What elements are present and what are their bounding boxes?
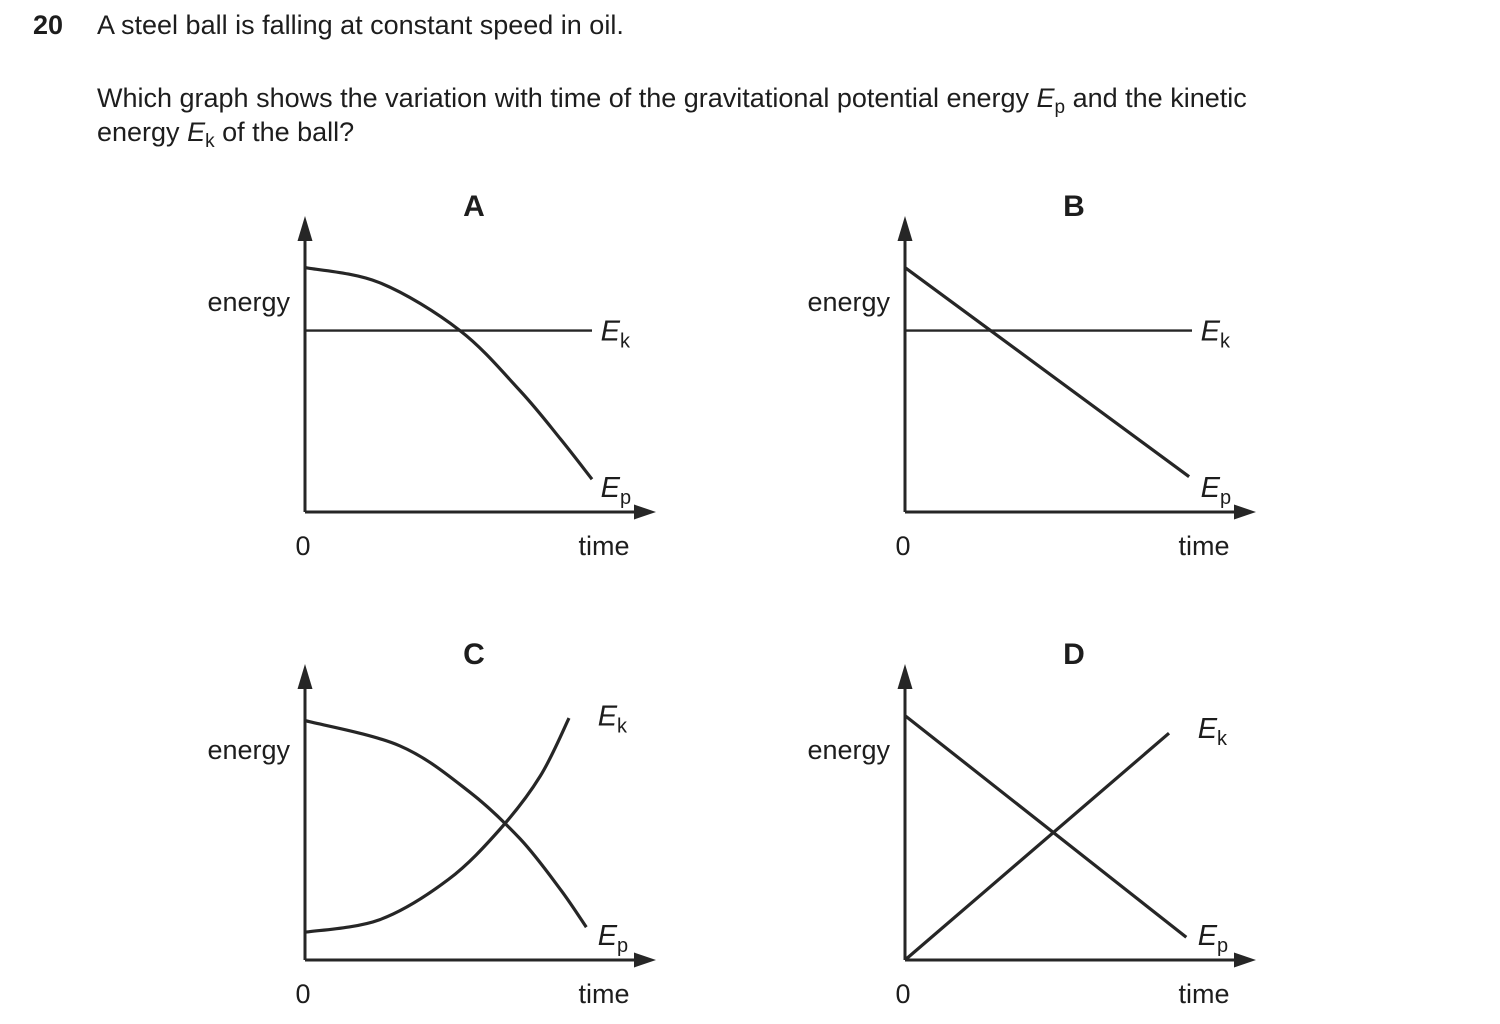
y-axis-arrowhead bbox=[897, 664, 913, 689]
question-body-text-3: energy bbox=[97, 117, 188, 147]
y-axis-label: energy bbox=[807, 735, 890, 765]
series-Ep bbox=[304, 719, 588, 929]
series-Ep bbox=[904, 714, 1188, 939]
series-group: Ek Ep bbox=[903, 713, 1228, 962]
ek-subscript: k bbox=[205, 131, 215, 152]
series-label-Ep: Ep bbox=[598, 920, 628, 957]
graph-c: C energy time 0 Ek Ep bbox=[207, 638, 656, 1009]
y-axis-arrowhead bbox=[297, 664, 313, 689]
question-body-text-1: Which graph shows the variation with tim… bbox=[97, 83, 1037, 113]
x-axis-label: time bbox=[1178, 531, 1229, 561]
x-axis-arrowhead bbox=[634, 504, 656, 520]
x-axis-label: time bbox=[578, 531, 629, 561]
y-axis-arrowhead bbox=[897, 216, 913, 241]
question-body-text-4: of the ball? bbox=[214, 117, 355, 147]
x-axis-arrowhead bbox=[1234, 952, 1256, 968]
graph-b: B energy time 0 Ek Ep bbox=[807, 190, 1256, 561]
series-group: Ek Ep bbox=[304, 265, 631, 509]
origin-label: 0 bbox=[295, 979, 310, 1009]
series-group: Ek Ep bbox=[904, 266, 1231, 509]
x-axis-arrowhead bbox=[634, 952, 656, 968]
ep-subscript: p bbox=[1054, 97, 1066, 118]
series-label-Ek: Ek bbox=[601, 316, 631, 353]
ep-symbol: E bbox=[1036, 83, 1055, 113]
panel-letter-b: B bbox=[1063, 190, 1085, 223]
series-label-Ep: Ep bbox=[1198, 920, 1228, 957]
panel-letter-d: D bbox=[1063, 638, 1085, 671]
series-Ek bbox=[903, 731, 1171, 962]
x-axis-label: time bbox=[578, 979, 629, 1009]
series-label-Ep: Ep bbox=[601, 472, 631, 509]
question-intro: A steel ball is falling at constant spee… bbox=[97, 10, 624, 40]
x-axis-label: time bbox=[1178, 979, 1229, 1009]
graph-d: D energy time 0 Ek Ep bbox=[807, 638, 1256, 1009]
panel-letter-c: C bbox=[463, 638, 485, 671]
question-number: 20 bbox=[33, 10, 64, 40]
question-body: Which graph shows the variation with tim… bbox=[97, 81, 1477, 152]
y-axis-label: energy bbox=[207, 287, 290, 317]
ek-symbol: E bbox=[187, 117, 206, 147]
series-Ep bbox=[304, 265, 594, 481]
origin-label: 0 bbox=[895, 979, 910, 1009]
series-Ep bbox=[904, 266, 1191, 478]
series-label-Ep: Ep bbox=[1201, 472, 1231, 509]
y-axis-label: energy bbox=[207, 735, 290, 765]
panel-letter-a: A bbox=[463, 190, 485, 223]
origin-label: 0 bbox=[895, 531, 910, 561]
origin-label: 0 bbox=[295, 531, 310, 561]
y-axis-arrowhead bbox=[297, 216, 313, 241]
graph-a: A energy time 0 Ek Ep bbox=[207, 190, 656, 561]
series-label-Ek: Ek bbox=[1198, 713, 1228, 750]
series-Ek bbox=[304, 717, 571, 934]
series-group: Ek Ep bbox=[304, 701, 628, 957]
y-axis-label: energy bbox=[807, 287, 890, 317]
series-label-Ek: Ek bbox=[1201, 316, 1231, 353]
x-axis-arrowhead bbox=[1234, 504, 1256, 520]
series-label-Ek: Ek bbox=[598, 701, 628, 738]
question-body-text-2: and the kinetic bbox=[1065, 83, 1247, 113]
